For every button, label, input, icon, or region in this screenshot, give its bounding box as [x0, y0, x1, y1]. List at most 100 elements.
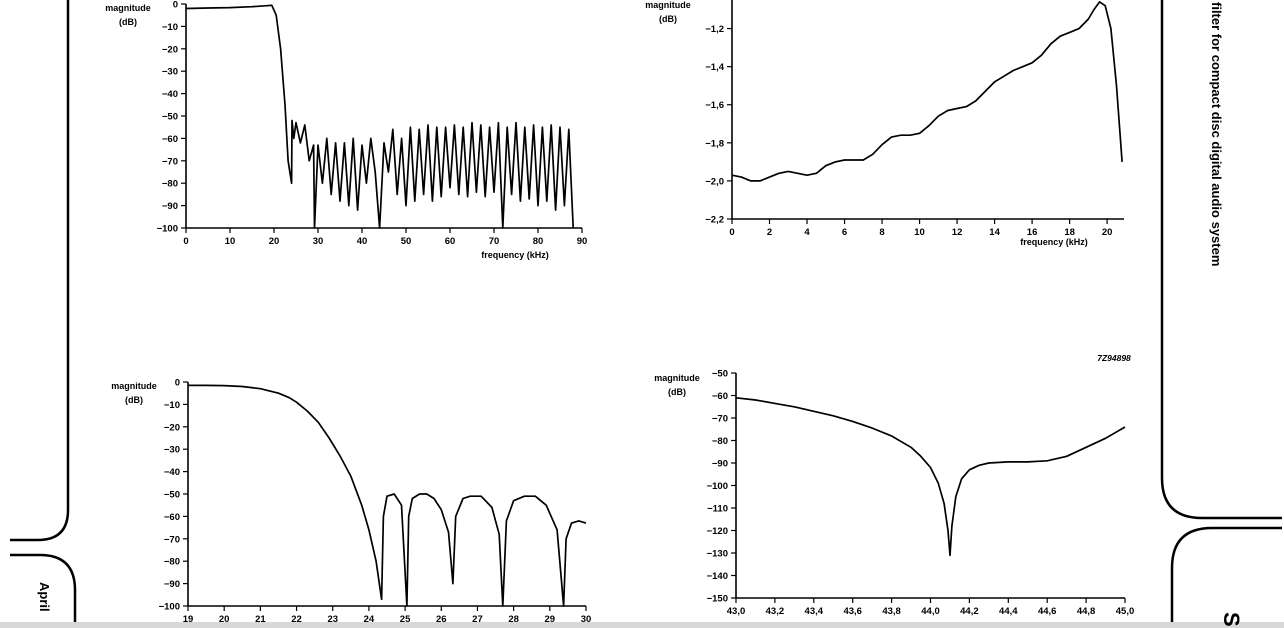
y-tick-label: −2,0 [705, 176, 724, 187]
x-tick-label: 43,8 [882, 606, 901, 617]
x-tick-label: 45,0 [1116, 606, 1135, 617]
y-tick-label: −70 [162, 156, 178, 167]
x-tick-label: 29 [545, 614, 556, 625]
x-tick-label: 40 [357, 236, 368, 247]
x-tick-label: 4 [804, 227, 810, 238]
x-tick-label: 44,0 [921, 606, 940, 617]
y-tick-label: −40 [164, 467, 180, 478]
series-line-1 [735, 396, 1126, 557]
x-tick-label: 20 [269, 236, 280, 247]
y-tick-label: −80 [162, 179, 178, 190]
chart-2: −1,2 −1,4 −1,6 −1,8 −2,0 −2,2 0 2 4 6 8 10 12 14 16 18 2… [645, 0, 1124, 247]
figure-code: 7Z94898 [1097, 353, 1131, 363]
y-axis-label-line1: magnitude [111, 381, 157, 391]
x-tick-label: 22 [291, 614, 302, 625]
x-tick-label: 90 [577, 236, 588, 247]
x-tick-label: 10 [914, 227, 925, 238]
x-tick-label: 20 [219, 614, 230, 625]
x-tick-label: 44,4 [999, 606, 1018, 617]
x-tick-label: 14 [989, 227, 1000, 238]
x-tick-label: 16 [1027, 227, 1038, 238]
y-tick-label: −100 [157, 224, 178, 235]
y-tick-label: −1,2 [705, 24, 724, 35]
y-tick-label: −1,4 [705, 62, 724, 73]
y-tick-label: −10 [162, 22, 178, 33]
x-tick-label: 6 [842, 227, 847, 238]
y-tick-label: −100 [707, 481, 728, 492]
x-tick-label: 43,2 [766, 606, 785, 617]
series-line-1 [731, 1, 1123, 182]
y-tick-label: −60 [712, 391, 728, 402]
x-tick-label: 8 [879, 227, 884, 238]
frame-left-lower-line [10, 553, 77, 628]
x-tick-label: 43,4 [805, 606, 824, 617]
y-axis-label-line2: (dB) [668, 387, 686, 397]
series-line-1 [185, 4, 575, 229]
x-tick-label: 0 [729, 227, 734, 238]
x-tick-label: 25 [400, 614, 411, 625]
y-axis-label-line1: magnitude [654, 373, 700, 383]
y-tick-label: −30 [162, 67, 178, 78]
chart-1: 0 −10 −20 −30 −40 −50 −60 −70 −80 −90 −100 0 10 20 30 4… [105, 0, 587, 260]
series-line-1 [188, 384, 587, 607]
right-edge-text: S [1219, 612, 1244, 627]
x-tick-label: 0 [183, 236, 188, 247]
x-tick-label: 20 [1102, 227, 1113, 238]
x-tick-label: 70 [489, 236, 500, 247]
y-tick-label: −80 [712, 436, 728, 447]
x-tick-label: 43,6 [843, 606, 862, 617]
x-tick-label: 30 [313, 236, 324, 247]
x-tick-label: 28 [508, 614, 519, 625]
x-tick-label: 2 [767, 227, 772, 238]
frame-left-line [10, 0, 70, 542]
x-tick-label: 44,6 [1038, 606, 1057, 617]
y-tick-label: −140 [707, 571, 728, 582]
y-axis-label-line2: (dB) [125, 395, 143, 405]
x-tick-label: 44,2 [960, 606, 979, 617]
x-tick-label: 26 [436, 614, 447, 625]
frame-right-line [1160, 0, 1282, 520]
x-tick-label: 27 [472, 614, 483, 625]
y-tick-label: −80 [164, 557, 180, 568]
y-tick-label: −100 [159, 602, 180, 613]
y-axis-label-line1: magnitude [105, 3, 151, 13]
y-tick-label: 0 [175, 378, 180, 389]
y-axis-label-line1: magnitude [645, 0, 691, 10]
side-title: filter for compact disc digital audio sy… [1209, 2, 1224, 266]
y-tick-label: −70 [712, 414, 728, 425]
y-axis-label-line2: (dB) [119, 17, 137, 27]
y-tick-label: 0 [173, 0, 178, 11]
chart-4: −50−60−70−80−90−100−110−120−130−140−1504… [654, 353, 1134, 617]
y-axis-label-line2: (dB) [659, 14, 677, 24]
y-tick-label: −90 [712, 459, 728, 470]
x-tick-label: 10 [225, 236, 236, 247]
x-tick-label: 21 [255, 614, 266, 625]
x-tick-label: 43,0 [727, 606, 746, 617]
y-tick-label: −90 [164, 579, 180, 590]
y-tick-label: −10 [164, 400, 180, 411]
x-tick-label: 30 [581, 614, 592, 625]
y-tick-label: −130 [707, 549, 728, 560]
y-tick-label: −120 [707, 526, 728, 537]
x-tick-label: 60 [445, 236, 456, 247]
y-tick-label: −1,6 [705, 100, 724, 111]
x-tick-label: 12 [952, 227, 963, 238]
y-tick-label: −30 [164, 445, 180, 456]
y-tick-label: −60 [162, 134, 178, 145]
y-tick-label: −50 [162, 112, 178, 123]
x-tick-label: 24 [364, 614, 375, 625]
x-tick-label: 19 [183, 614, 194, 625]
y-tick-label: −50 [164, 490, 180, 501]
y-tick-label: −20 [164, 422, 180, 433]
page-frame [10, 0, 1282, 628]
y-tick-label: −40 [162, 89, 178, 100]
y-tick-label: −60 [164, 512, 180, 523]
x-axis-label: frequency (kHz) [1020, 237, 1088, 247]
y-tick-label: −20 [162, 44, 178, 55]
x-tick-label: 80 [533, 236, 544, 247]
y-tick-label: −70 [164, 534, 180, 545]
left-edge-text: April [37, 582, 52, 612]
y-tick-label: −110 [707, 504, 728, 515]
